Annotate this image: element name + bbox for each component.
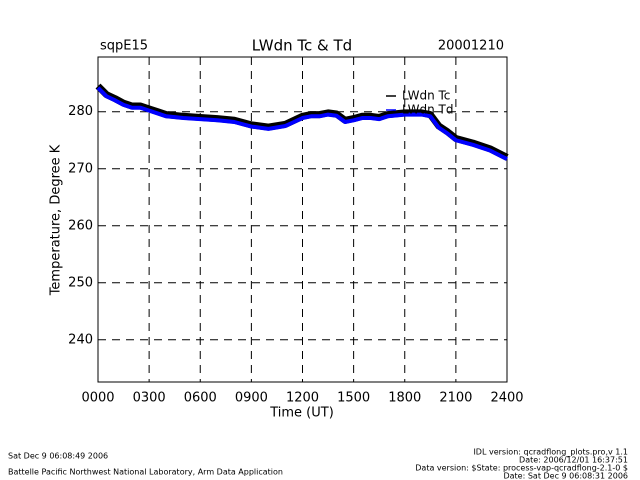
legend-label: LWdn Td bbox=[402, 103, 453, 117]
plot-frame bbox=[97, 56, 508, 383]
legend-label: LWdn Tc bbox=[402, 89, 450, 103]
chart-title: LWdn Tc & Td bbox=[252, 37, 352, 55]
x-tick-label: 1800 bbox=[388, 391, 421, 406]
footer-idl-date: Date: 2006/12/01 16:37:51 bbox=[519, 456, 628, 465]
footer-idl: IDL version: qcradflong_plots.pro,v 1.1 bbox=[473, 448, 628, 457]
y-tick-label: 280 bbox=[68, 104, 93, 119]
subtitle-left: sqpE15 bbox=[100, 39, 148, 54]
x-tick-label: 2400 bbox=[490, 391, 523, 406]
y-tick-label: 270 bbox=[68, 161, 93, 176]
x-tick-label: 0300 bbox=[133, 391, 166, 406]
x-tick-label: 0900 bbox=[235, 391, 268, 406]
x-tick-label: 0000 bbox=[81, 391, 114, 406]
footer-data-version: Data version: $State: process-vap-qcradf… bbox=[415, 464, 628, 473]
x-tick-label: 2100 bbox=[439, 391, 472, 406]
y-axis-label: Temperature, Degree K bbox=[49, 144, 64, 296]
y-tick-label: 240 bbox=[68, 332, 93, 347]
footer-data-date: Date: Sat Dec 9 06:08:31 2006 bbox=[503, 472, 628, 480]
subtitle-right: 20001210 bbox=[438, 39, 504, 54]
x-tick-label: 1500 bbox=[337, 391, 370, 406]
y-tick-label: 260 bbox=[68, 218, 93, 233]
x-tick-label: 0600 bbox=[184, 391, 217, 406]
footer-lab: Battelle Pacific Northwest National Labo… bbox=[8, 468, 283, 477]
x-axis-label: Time (UT) bbox=[269, 406, 334, 421]
x-tick-label: 1200 bbox=[286, 391, 319, 406]
series-line bbox=[96, 86, 508, 161]
y-tick-label: 250 bbox=[68, 275, 93, 290]
footer-date: Sat Dec 9 06:08:49 2006 bbox=[8, 452, 108, 461]
